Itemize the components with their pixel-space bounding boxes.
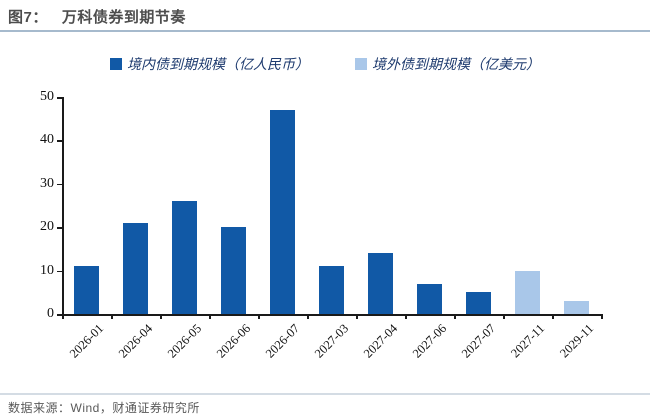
bar-2027-03 (319, 266, 344, 314)
legend-label-overseas: 境外债到期规模（亿美元） (372, 58, 540, 73)
chart-legend: 境内债到期规模（亿人民币） 境外债到期规模（亿美元） (0, 54, 650, 74)
x-axis-tick (503, 314, 505, 319)
legend-item-domestic: 境内债到期规模（亿人民币） (110, 54, 309, 74)
y-axis-line (62, 97, 64, 314)
x-axis-tick (356, 314, 358, 319)
x-axis-tick (552, 314, 554, 319)
x-axis-label-2026-06: 2026-06 (213, 321, 253, 361)
x-axis-tick (111, 314, 113, 319)
title-divider (0, 30, 650, 32)
figure-title-text: 万科债券到期节奏 (61, 9, 186, 26)
footer-divider (0, 393, 650, 395)
y-axis-tick (57, 140, 62, 142)
y-axis-tick (57, 227, 62, 229)
bar-2027-11 (515, 270, 540, 314)
bar-2027-06 (417, 283, 442, 314)
x-axis-tick (160, 314, 162, 319)
x-axis-label-2027-07: 2027-07 (458, 321, 498, 361)
y-axis-tick (57, 270, 62, 273)
y-axis-tick-label: 0 (47, 306, 54, 321)
y-axis-tick (57, 183, 62, 186)
x-axis-tick (307, 314, 309, 319)
bar-2029-11 (564, 300, 589, 314)
x-axis-tick (601, 314, 603, 319)
x-axis-tick (62, 314, 64, 319)
x-axis-label-2027-06: 2027-06 (409, 321, 449, 361)
y-axis-tick-label: 50 (40, 89, 54, 104)
data-source-note: 数据来源：Wind，财通证券研究所 (8, 401, 200, 415)
x-axis-label-2027-04: 2027-04 (360, 321, 400, 361)
bar-2027-04 (368, 253, 393, 314)
bar-2026-04 (123, 222, 148, 314)
x-axis-tick (209, 314, 211, 319)
x-axis-label-2026-07: 2026-07 (262, 321, 302, 361)
bar-2026-07 (270, 110, 295, 314)
y-axis-tick-label: 40 (40, 132, 54, 148)
y-axis-tick (57, 97, 62, 99)
x-axis-tick (454, 314, 456, 319)
bar-2027-07 (466, 292, 491, 314)
bar-2026-05 (172, 201, 197, 314)
y-axis-tick (57, 314, 62, 316)
x-axis-tick (258, 314, 260, 319)
bar-2026-01 (74, 266, 99, 314)
x-axis-label-2026-05: 2026-05 (164, 321, 204, 361)
y-axis-tick-label: 20 (40, 219, 54, 235)
legend-swatch-domestic-icon (110, 58, 122, 70)
x-axis-label-2026-04: 2026-04 (115, 321, 155, 361)
x-axis-line (62, 314, 603, 316)
legend-swatch-overseas-icon (355, 58, 367, 70)
legend-item-overseas: 境外债到期规模（亿美元） (355, 54, 540, 74)
x-axis-label-2027-03: 2027-03 (311, 321, 351, 361)
x-axis-label-2026-01: 2026-01 (66, 321, 106, 361)
y-axis-tick-label: 10 (40, 262, 54, 278)
legend-label-domestic: 境内债到期规模（亿人民币） (127, 58, 309, 73)
x-axis-tick (405, 314, 407, 319)
x-axis-label-2027-11: 2027-11 (507, 321, 547, 361)
figure-number-label: 图7： (8, 9, 48, 26)
x-axis-label-2029-11: 2029-11 (556, 321, 596, 361)
y-axis-tick-label: 30 (40, 175, 54, 191)
bar-2026-06 (221, 227, 246, 314)
figure-title: 图7： 万科债券到期节奏 (8, 6, 642, 27)
